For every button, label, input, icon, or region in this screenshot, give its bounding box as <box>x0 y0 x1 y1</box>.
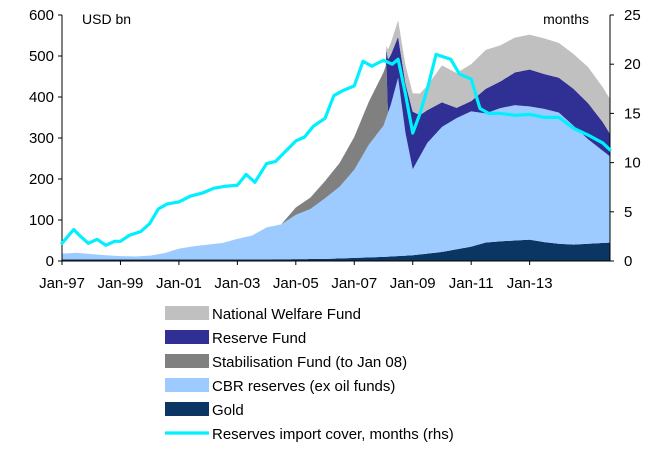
area-gold <box>62 239 610 261</box>
legend-swatch-reserve-fund <box>165 330 209 344</box>
x-tick-label: Jan-01 <box>156 275 202 292</box>
x-tick-label: Jan-13 <box>507 275 553 292</box>
y-right-tick-label: 20 <box>624 56 641 73</box>
y-left-tick-label: 0 <box>46 253 54 270</box>
line-reserves-import-cover-months-rhs <box>60 52 612 247</box>
y-left-tick-label: 100 <box>29 212 54 229</box>
y-ticks-right: 0 5 10 15 20 25 <box>610 7 641 270</box>
y-ticks-left: 0 100 200 300 400 500 600 <box>29 7 62 270</box>
x-tick-label: Jan-11 <box>449 275 494 292</box>
legend-label-national-welfare-fund: National Welfare Fund <box>212 306 361 323</box>
legend-swatch-stabilisation-fund-to-jan-08 <box>165 354 209 368</box>
x-tick-label: Jan-05 <box>273 275 319 292</box>
legend-label-reserves-import-cover-months-rhs: Reserves import cover, months (rhs) <box>212 426 454 443</box>
legend-label-gold: Gold <box>212 402 244 419</box>
legend-label-stabilisation-fund-to-jan-08: Stabilisation Fund (to Jan 08) <box>212 354 407 371</box>
y-right-tick-label: 15 <box>624 105 641 122</box>
legend-swatch-national-welfare-fund <box>165 306 209 320</box>
y-left-tick-label: 200 <box>29 171 54 188</box>
x-tick-label: Jan-03 <box>214 275 260 292</box>
x-tick-label: Jan-09 <box>390 275 436 292</box>
legend-swatch-cbr-reserves-ex-oil-funds <box>165 378 209 392</box>
y-right-tick-label: 10 <box>624 155 641 172</box>
y-right-tick-label: 25 <box>624 7 641 24</box>
x-ticks: Jan-97 Jan-99 Jan-01 Jan-03 Jan-05 Jan-07 Jan-… <box>39 261 553 292</box>
y-right-tick-label: 5 <box>624 204 632 221</box>
import-cover-line-layer <box>60 52 612 247</box>
x-tick-label: Jan-07 <box>331 275 377 292</box>
y-left-tick-label: 500 <box>29 48 54 65</box>
legend-swatch-gold <box>165 402 209 416</box>
legend-label-reserve-fund: Reserve Fund <box>212 330 306 347</box>
y-right-tick-label: 0 <box>624 253 632 270</box>
legend: National Welfare Fund Reserve Fund Stabili… <box>165 306 454 443</box>
y-left-tick-label: 400 <box>29 89 54 106</box>
x-tick-label: Jan-99 <box>98 275 144 292</box>
stacked-areas <box>62 20 610 261</box>
left-axis-unit: USD bn <box>82 11 131 27</box>
y-left-tick-label: 600 <box>29 7 54 24</box>
right-axis-unit: months <box>543 11 589 27</box>
x-tick-label: Jan-97 <box>39 275 85 292</box>
y-left-tick-label: 300 <box>29 130 54 147</box>
area-cbr-reserves-ex-oil-funds <box>62 77 610 260</box>
legend-label-cbr-reserves-ex-oil-funds: CBR reserves (ex oil funds) <box>212 378 395 395</box>
